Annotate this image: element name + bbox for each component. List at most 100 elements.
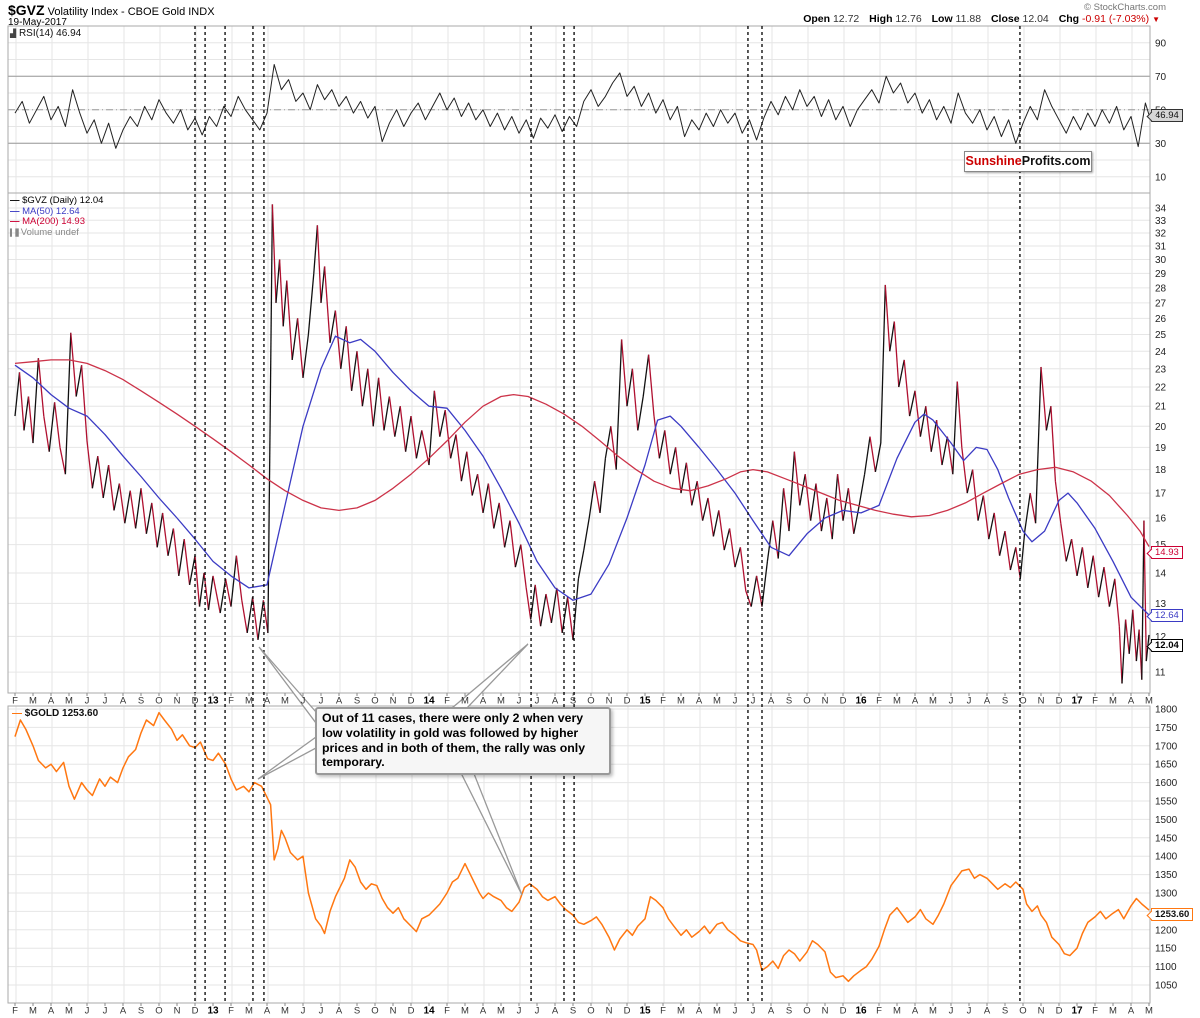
- svg-text:N: N: [822, 696, 829, 707]
- svg-text:25: 25: [1155, 330, 1167, 341]
- high-value: 12.76: [895, 13, 922, 25]
- svg-text:A: A: [552, 696, 559, 707]
- svg-text:A: A: [984, 1006, 991, 1017]
- svg-text:M: M: [1145, 1006, 1153, 1017]
- svg-text:1500: 1500: [1155, 815, 1178, 826]
- svg-text:F: F: [228, 1006, 234, 1017]
- svg-text:1300: 1300: [1155, 889, 1178, 900]
- svg-text:N: N: [390, 696, 397, 707]
- svg-text:M: M: [893, 1006, 901, 1017]
- rsi-legend: ▟ RSI(14) 46.94: [10, 28, 81, 39]
- svg-text:J: J: [733, 1006, 738, 1017]
- svg-text:20: 20: [1155, 422, 1167, 433]
- svg-text:S: S: [138, 1006, 144, 1017]
- svg-text:D: D: [408, 696, 415, 707]
- svg-text:A: A: [768, 696, 775, 707]
- line-swatch-icon: —: [10, 205, 20, 217]
- svg-text:N: N: [1038, 696, 1045, 707]
- svg-text:M: M: [29, 1006, 37, 1017]
- svg-text:M: M: [29, 696, 37, 707]
- symbol-label: $GVZ: [8, 2, 45, 18]
- svg-text:22: 22: [1155, 383, 1167, 394]
- svg-text:F: F: [12, 1006, 18, 1017]
- event-lines: [194, 26, 1021, 1003]
- logo-part2: Profits.com: [1021, 154, 1091, 168]
- svg-text:16: 16: [855, 696, 867, 707]
- svg-text:M: M: [461, 1006, 469, 1017]
- svg-text:D: D: [192, 696, 199, 707]
- svg-text:26: 26: [1155, 314, 1167, 325]
- callout-pointer: [257, 735, 317, 780]
- svg-text:1600: 1600: [1155, 778, 1178, 789]
- svg-text:A: A: [480, 696, 487, 707]
- gold-legend: — $GOLD 1253.60: [12, 708, 98, 719]
- chart-title: $GVZ Volatility Index - CBOE Gold INDX: [8, 2, 215, 18]
- svg-text:J: J: [85, 1006, 90, 1017]
- svg-text:N: N: [1038, 1006, 1045, 1017]
- line-swatch-icon: —: [12, 708, 22, 719]
- svg-text:1800: 1800: [1155, 705, 1178, 716]
- svg-text:27: 27: [1155, 298, 1167, 309]
- svg-text:A: A: [480, 1006, 487, 1017]
- svg-text:F: F: [876, 1006, 882, 1017]
- main-legend: — $GVZ (Daily) 12.04 — MA(50) 12.64 — MA…: [10, 195, 104, 239]
- axis-labels: 9070503010111213141516171819202122232425…: [12, 38, 1178, 1016]
- svg-text:70: 70: [1155, 72, 1167, 83]
- svg-text:D: D: [1056, 696, 1063, 707]
- svg-text:J: J: [967, 1006, 972, 1017]
- svg-text:14: 14: [423, 1006, 435, 1017]
- gold-legend-label: $GOLD 1253.60: [24, 708, 99, 719]
- legend-item-gvz: — $GVZ (Daily) 12.04: [10, 195, 104, 206]
- svg-text:28: 28: [1155, 283, 1167, 294]
- svg-text:J: J: [319, 696, 324, 707]
- svg-text:J: J: [319, 1006, 324, 1017]
- svg-text:D: D: [840, 1006, 847, 1017]
- svg-text:F: F: [876, 696, 882, 707]
- svg-text:D: D: [624, 696, 631, 707]
- svg-text:N: N: [822, 1006, 829, 1017]
- svg-text:16: 16: [855, 1006, 867, 1017]
- svg-text:A: A: [120, 696, 127, 707]
- svg-text:31: 31: [1155, 242, 1167, 253]
- svg-text:18: 18: [1155, 465, 1167, 476]
- svg-text:S: S: [1002, 1006, 1008, 1017]
- svg-text:M: M: [461, 696, 469, 707]
- svg-text:S: S: [570, 696, 576, 707]
- svg-text:J: J: [949, 696, 954, 707]
- svg-text:M: M: [65, 696, 73, 707]
- svg-text:10: 10: [1155, 172, 1167, 183]
- svg-text:1550: 1550: [1155, 797, 1178, 808]
- low-value: 11.88: [955, 13, 982, 25]
- svg-text:O: O: [1019, 1006, 1026, 1017]
- svg-text:M: M: [65, 1006, 73, 1017]
- close-value-tag: 12.04: [1151, 639, 1183, 652]
- svg-text:D: D: [192, 1006, 199, 1017]
- logo-part1: Sunshine: [965, 154, 1022, 168]
- svg-text:17: 17: [1071, 1006, 1083, 1017]
- svg-text:24: 24: [1155, 347, 1167, 358]
- svg-text:J: J: [949, 1006, 954, 1017]
- svg-text:13: 13: [207, 1006, 219, 1017]
- svg-text:1400: 1400: [1155, 852, 1178, 863]
- chg-value: -0.91 (-7.03%): [1082, 13, 1150, 25]
- svg-text:O: O: [155, 1006, 162, 1017]
- line-swatch-icon: —: [10, 216, 20, 227]
- svg-text:F: F: [660, 1006, 666, 1017]
- svg-text:19: 19: [1155, 443, 1167, 454]
- svg-text:A: A: [984, 696, 991, 707]
- svg-text:N: N: [174, 1006, 181, 1017]
- svg-text:S: S: [786, 1006, 792, 1017]
- svg-text:M: M: [497, 1006, 505, 1017]
- indicator-icon: ▟: [10, 29, 17, 38]
- svg-text:O: O: [803, 1006, 810, 1017]
- ma200-value-tag: 14.93: [1151, 546, 1183, 559]
- svg-text:J: J: [517, 1006, 522, 1017]
- series: [14, 64, 1150, 983]
- svg-text:A: A: [1128, 696, 1135, 707]
- svg-text:O: O: [587, 1006, 594, 1017]
- svg-text:1150: 1150: [1155, 944, 1177, 955]
- svg-text:15: 15: [639, 696, 651, 707]
- svg-text:A: A: [264, 696, 271, 707]
- svg-text:M: M: [1145, 696, 1153, 707]
- svg-text:1100: 1100: [1155, 962, 1177, 973]
